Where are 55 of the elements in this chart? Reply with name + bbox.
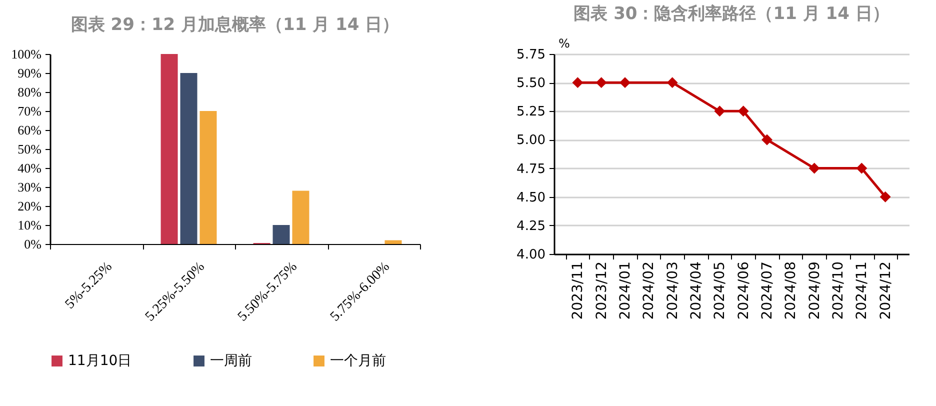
y-tick-label: 60% (18, 122, 42, 138)
y-tick-label: 4.25 (516, 218, 546, 234)
y-axis-title: % (558, 36, 570, 50)
x-tick-label: 2024/07 (760, 262, 776, 320)
point (808, 162, 820, 174)
y-tick-label: 90% (18, 66, 42, 80)
point (762, 134, 772, 146)
y-tick-label: 50% (18, 142, 42, 156)
x-tick-label: 2024/06 (736, 261, 752, 320)
y-tick-label: 4.00 (516, 248, 546, 262)
point (596, 77, 607, 88)
legend-label: 一个月前 (330, 353, 386, 369)
y-tick-label: 5.25 (516, 104, 546, 120)
y-tick-label: 4.75 (516, 162, 546, 177)
bar (200, 111, 217, 244)
y-tick-label: 80% (18, 84, 42, 100)
point (856, 162, 868, 174)
y-tick-label: 0% (24, 236, 42, 252)
x-tick-label: 2024/05 (712, 262, 728, 320)
bar (292, 190, 310, 244)
chart-title: 图表 30：隐含利率路径（11 月 14 日） (574, 4, 890, 24)
point (714, 106, 726, 117)
point (738, 106, 749, 117)
point (572, 77, 584, 88)
bar (180, 73, 198, 244)
y-tick-label: 70% (18, 104, 42, 118)
x-tick-label: 2023/12 (594, 262, 610, 320)
point (666, 77, 678, 88)
point (880, 191, 891, 202)
y-tick-label: 5.75 (516, 48, 546, 62)
y-tick-label: 10% (18, 218, 42, 232)
x-tick-label: 2024/03 (664, 262, 681, 320)
x-tick-label: 2024/04 (688, 261, 704, 320)
legend-label: 11月10日 (68, 353, 132, 369)
point (620, 77, 630, 88)
y-tick-label: 100% (11, 46, 42, 62)
x-tick-label: 2024/10 (830, 262, 846, 320)
x-tick-label: 2024/12 (878, 262, 894, 320)
legend-label: 一周前 (210, 353, 252, 369)
x-tick-label: 2024/02 (641, 262, 658, 320)
y-tick-label: 5.00 (516, 133, 546, 148)
x-tick-label: 2024/11 (854, 262, 870, 320)
y-tick-label: 5.50 (516, 76, 546, 92)
bar (384, 240, 402, 244)
y-tick-label: 30% (18, 180, 42, 194)
chart-title: 图表 29：12 月加息概率（11 月 14 日） (70, 15, 400, 35)
y-tick-label: 40% (18, 160, 42, 176)
x-tick-label: 2024/01 (618, 262, 634, 320)
bar (160, 54, 178, 244)
x-tick-label: 2024/08 (783, 262, 800, 320)
x-tick-label: 2024/09 (806, 262, 823, 320)
bar (272, 225, 290, 244)
y-tick-label: 4.50 (516, 190, 546, 206)
x-tick-label: 2023/11 (570, 262, 586, 320)
y-tick-label: 20% (18, 198, 42, 214)
